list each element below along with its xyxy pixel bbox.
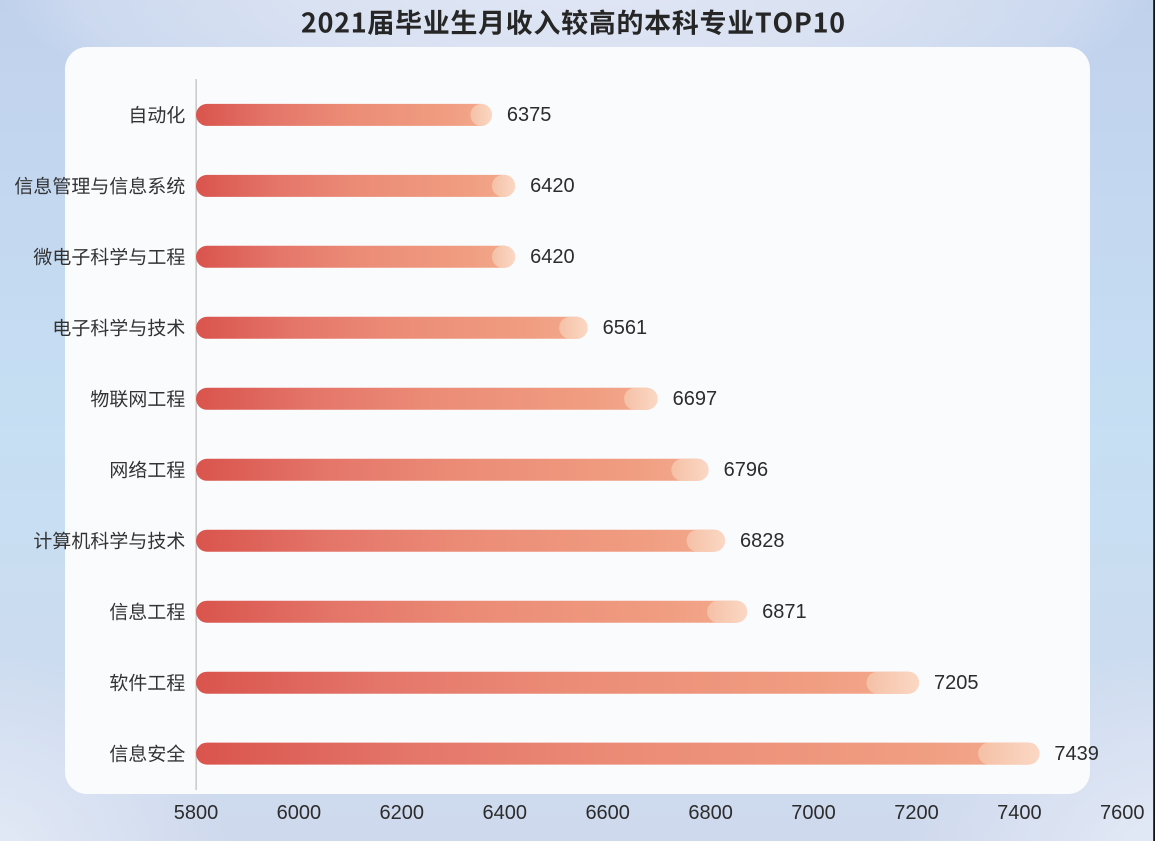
svg-text:7200: 7200 (894, 802, 939, 824)
svg-text:6561: 6561 (603, 317, 648, 339)
svg-text:6828: 6828 (740, 530, 785, 552)
svg-text:7600: 7600 (1100, 802, 1145, 824)
svg-text:6400: 6400 (483, 802, 528, 824)
svg-text:7439: 7439 (1054, 743, 1099, 765)
svg-text:6697: 6697 (673, 388, 718, 410)
svg-text:7205: 7205 (934, 672, 979, 694)
svg-text:6000: 6000 (277, 802, 322, 824)
svg-text:6600: 6600 (585, 802, 630, 824)
svg-text:6200: 6200 (380, 802, 425, 824)
svg-text:6375: 6375 (507, 104, 552, 126)
svg-text:6420: 6420 (530, 246, 575, 268)
svg-text:6796: 6796 (724, 459, 769, 481)
svg-text:6871: 6871 (762, 601, 807, 623)
svg-text:5800: 5800 (174, 802, 219, 824)
svg-text:7400: 7400 (997, 802, 1042, 824)
svg-text:7000: 7000 (791, 802, 836, 824)
svg-text:6420: 6420 (530, 175, 575, 197)
svg-text:6800: 6800 (688, 802, 733, 824)
